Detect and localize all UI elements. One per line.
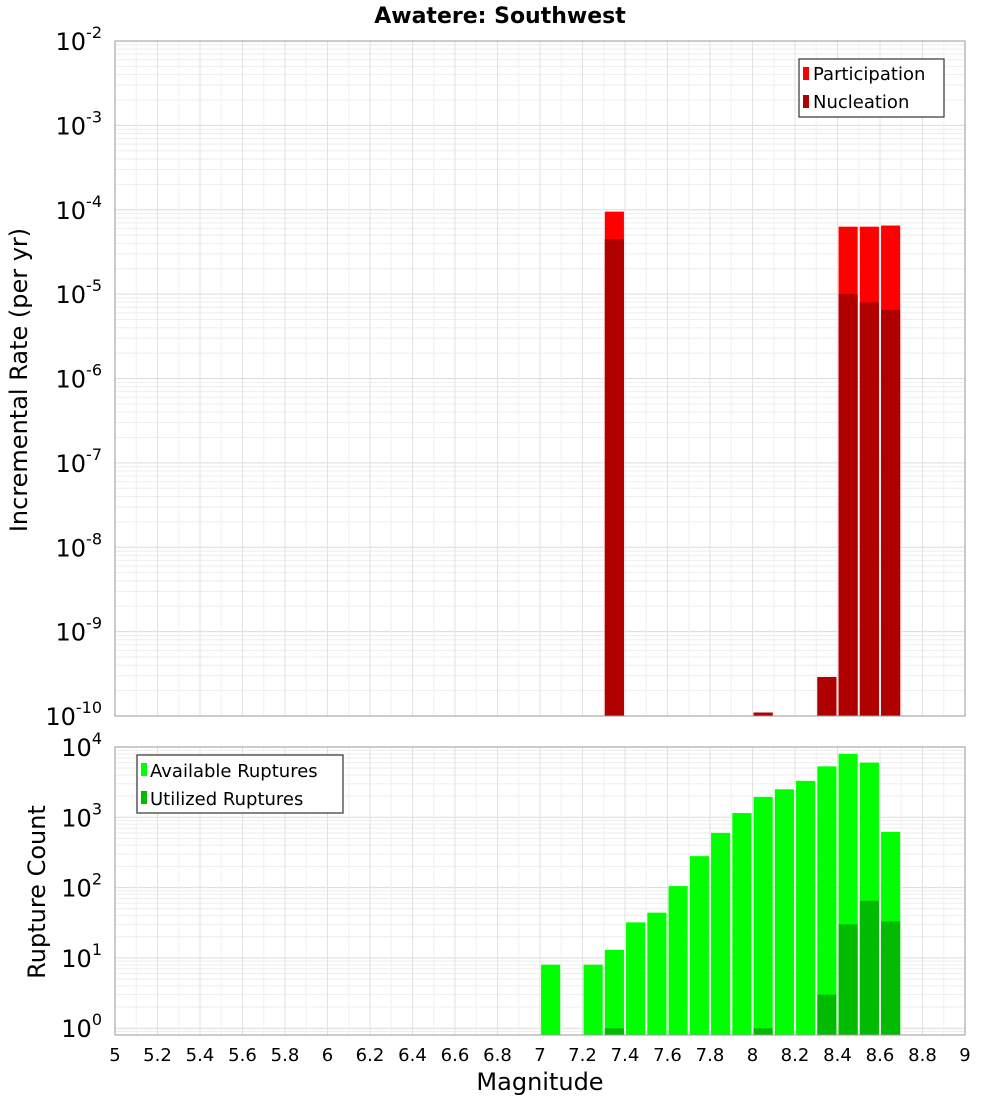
- x-tick-label: 5.6: [228, 1045, 257, 1066]
- bar-utilized-ruptures: [817, 994, 837, 1035]
- y-tick-label: 10-6: [56, 361, 103, 394]
- bar-utilized-ruptures: [859, 900, 879, 1035]
- bar-available-ruptures: [732, 813, 752, 1035]
- bar-nucleation: [753, 712, 773, 716]
- x-tick-label: 7.8: [696, 1045, 725, 1066]
- legend-swatch-nucleation: [803, 95, 809, 108]
- legend-label-available-ruptures: Available Ruptures: [150, 761, 318, 782]
- y-tick-label: 100: [61, 1010, 102, 1043]
- x-tick-label: 7.2: [568, 1045, 597, 1066]
- bar-available-ruptures: [626, 922, 646, 1035]
- bar-available-ruptures: [711, 832, 731, 1035]
- x-tick-label: 6.2: [356, 1045, 385, 1066]
- x-axis-label: Magnitude: [476, 1068, 603, 1096]
- y-tick-label: 10-8: [56, 529, 103, 562]
- x-tick-label: 7: [534, 1045, 545, 1066]
- bar-utilized-ruptures: [753, 1028, 773, 1035]
- top-plot-area: 10-2 10-3 10-4 10-5 10-6 10-7 10-8 10-9 10-10: [45, 23, 966, 731]
- bar-available-ruptures: [668, 886, 688, 1035]
- x-tick-label: 7.6: [653, 1045, 682, 1066]
- x-tick-label: 5.2: [143, 1045, 172, 1066]
- bar-available-ruptures: [753, 796, 773, 1035]
- bar-available-ruptures: [774, 789, 794, 1035]
- x-tick-label: 5: [109, 1045, 120, 1066]
- x-tick-label: 6.4: [398, 1045, 427, 1066]
- legend-label-utilized-ruptures: Utilized Ruptures: [150, 789, 303, 810]
- chart-title: Awatere: Southwest: [374, 4, 626, 29]
- bar-available-ruptures: [796, 780, 816, 1035]
- x-tick-label: 7.4: [611, 1045, 640, 1066]
- legend-swatch-utilized-ruptures: [141, 791, 147, 804]
- y-tick-label: 10-7: [56, 445, 103, 478]
- y-tick-label: 10-3: [56, 107, 103, 140]
- top-legend: Participation Nucleation: [798, 58, 945, 118]
- y-tick-label: 102: [61, 870, 102, 903]
- bar-available-ruptures: [604, 949, 624, 1035]
- bottom-plot-area: 104 103 102 101 100 5 5.2 5.4 5.6 5.8 6 6.2 6.4 6.6 6.…: [61, 729, 970, 1066]
- plot-frame: [114, 40, 966, 717]
- x-tick-label: 6: [322, 1045, 333, 1066]
- bar-nucleation: [838, 294, 858, 716]
- x-tick-label: 8.6: [866, 1045, 895, 1066]
- y-tick-label: 104: [61, 729, 102, 762]
- legend-swatch-available-ruptures: [141, 763, 147, 776]
- y-tick-label: 10-2: [56, 23, 103, 56]
- legend-label-participation: Participation: [813, 64, 925, 85]
- y-tick-label: 10-5: [56, 276, 103, 309]
- bar-nucleation: [817, 676, 837, 716]
- bar-available-ruptures: [583, 964, 603, 1035]
- top-y-axis-label: Incremental Rate (per yr): [5, 228, 33, 532]
- x-tick-label: 6.8: [483, 1045, 512, 1066]
- legend-label-nucleation: Nucleation: [813, 92, 909, 113]
- bottom-legend: Available Ruptures Utilized Ruptures: [136, 754, 344, 814]
- x-tick-label: 5.4: [186, 1045, 215, 1066]
- x-tick-label: 9: [959, 1045, 970, 1066]
- x-tick-label: 8.8: [908, 1045, 937, 1066]
- legend-swatch-participation: [803, 67, 809, 80]
- bar-nucleation: [604, 239, 624, 716]
- bar-available-ruptures: [817, 766, 837, 1035]
- y-tick-label: 10-4: [56, 192, 103, 225]
- bar-utilized-ruptures: [838, 924, 858, 1035]
- bar-available-ruptures: [689, 856, 709, 1035]
- bar-nucleation: [881, 309, 901, 716]
- y-tick-label: 10-9: [56, 614, 103, 647]
- y-tick-label: 101: [61, 940, 102, 973]
- y-tick-label: 103: [61, 799, 102, 832]
- bar-nucleation: [859, 302, 879, 716]
- plot-frame: [114, 746, 966, 1036]
- bottom-y-axis-label: Rupture Count: [23, 805, 51, 979]
- y-tick-label: 10-10: [45, 698, 102, 731]
- bar-available-ruptures: [541, 964, 561, 1035]
- x-tick-label: 8.4: [823, 1045, 852, 1066]
- x-tick-label: 8.2: [781, 1045, 810, 1066]
- x-tick-label: 5.8: [271, 1045, 300, 1066]
- bar-utilized-ruptures: [604, 1028, 624, 1035]
- bar-utilized-ruptures: [881, 921, 901, 1035]
- x-tick-label: 8: [747, 1045, 758, 1066]
- x-tick-label: 6.6: [441, 1045, 470, 1066]
- bar-available-ruptures: [647, 912, 667, 1035]
